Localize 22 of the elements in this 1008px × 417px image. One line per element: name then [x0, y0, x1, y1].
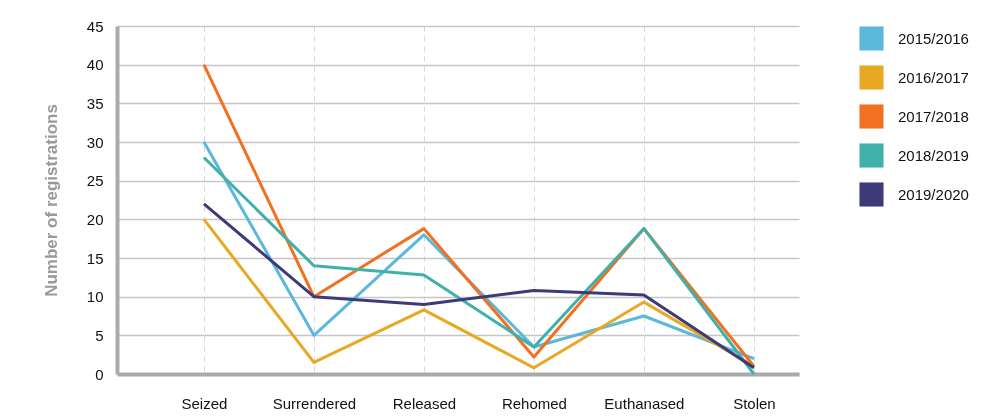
y-tick-label: 45: [86, 17, 104, 35]
y-tick-label: 40: [86, 56, 104, 74]
x-tick-label: Stolen: [733, 394, 776, 412]
x-tick-label: Released: [392, 394, 457, 412]
y-tick-label: 20: [86, 210, 104, 228]
y-tick-label: 25: [86, 172, 104, 190]
y-tick-label: 5: [95, 326, 104, 344]
x-tick-label: Surrendered: [272, 394, 357, 412]
y-tick-label: 35: [86, 94, 104, 112]
legend-label: 2016/2017: [898, 68, 969, 86]
legend-label: 2018/2019: [898, 146, 969, 164]
legend-label: 2019/2020: [898, 185, 969, 203]
y-tick-label: 15: [86, 249, 104, 267]
x-tick-label: Euthanased: [604, 394, 685, 412]
y-tick-label: 10: [86, 288, 104, 306]
y-axis-title: Number of registrations: [41, 104, 61, 297]
x-tick-label: Seized: [181, 394, 228, 412]
x-tick-label: Rehomed: [501, 394, 567, 412]
legend-label: 2015/2016: [898, 29, 969, 47]
y-tick-label: 0: [95, 365, 104, 383]
y-tick-label: 30: [86, 133, 104, 151]
legend-label: 2017/2018: [898, 107, 969, 125]
